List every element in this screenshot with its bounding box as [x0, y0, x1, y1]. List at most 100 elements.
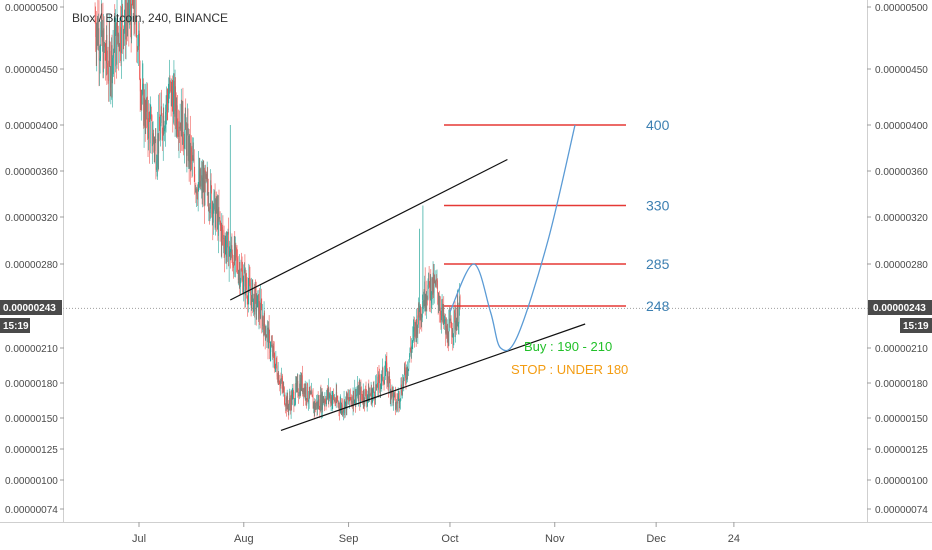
candle-body: [94, 19, 96, 20]
candle-body: [179, 122, 181, 129]
candle-body: [280, 380, 281, 386]
candle-body: [251, 287, 253, 308]
candle-body: [454, 312, 456, 330]
candle-body: [99, 58, 100, 61]
price-tick-label: 0.00000074: [875, 505, 928, 516]
candle-body: [386, 362, 388, 384]
candle-body: [215, 210, 216, 228]
candle-body: [273, 346, 274, 352]
candle-body: [264, 312, 265, 327]
candle-body: [446, 325, 447, 338]
candle-body: [356, 394, 357, 396]
candle-body: [271, 345, 273, 346]
candle-body: [114, 25, 116, 67]
price-axis-right[interactable]: 0.00000500 0.00000450 0.00000400 0.00000360…: [867, 3, 928, 516]
candle-body: [439, 305, 440, 311]
candle-body: [298, 394, 300, 396]
candle-body: [179, 126, 180, 129]
price-tick-label: 0.00000360: [875, 167, 928, 178]
candle-body: [289, 398, 290, 405]
candle-body: [382, 367, 384, 382]
candle-body: [375, 384, 376, 400]
candle-body: [328, 388, 330, 398]
candle-body: [311, 391, 313, 396]
candle-body: [208, 193, 209, 209]
candle-body: [229, 242, 231, 252]
candle-body: [431, 277, 433, 297]
candle-body: [307, 383, 308, 400]
candle-body: [351, 398, 352, 403]
candle-body: [104, 45, 106, 60]
candle-body: [429, 281, 431, 299]
candle-body: [415, 322, 416, 326]
candle-body: [402, 380, 404, 385]
candle-body: [251, 282, 253, 288]
buy-annotation: Buy : 190 - 210: [524, 339, 612, 354]
candle-body: [134, 15, 135, 25]
target-levels[interactable]: 400 330 285 248: [444, 117, 670, 314]
time-axis[interactable]: Jul Aug Sep Oct Nov Dec 24: [132, 522, 740, 545]
candle-body: [219, 217, 221, 226]
candle-body: [227, 232, 228, 248]
candle-body: [290, 394, 292, 411]
candle-body: [313, 402, 314, 409]
candle-body: [216, 199, 218, 217]
candle-body: [410, 350, 412, 354]
candle-body: [384, 371, 386, 376]
candle-body: [299, 383, 301, 395]
candle-body: [228, 231, 229, 267]
candle-body: [317, 400, 319, 407]
candle-body: [112, 54, 114, 58]
candle-body: [166, 94, 168, 103]
candle-body: [358, 390, 360, 401]
candle-body: [175, 110, 177, 124]
candle-body: [101, 13, 103, 42]
candle-body: [282, 383, 283, 390]
candle-body: [125, 15, 127, 40]
candle-body: [355, 389, 356, 404]
candle-body: [331, 399, 333, 405]
candle-body: [259, 301, 260, 315]
candle-body: [327, 389, 329, 397]
candle-body: [411, 341, 413, 346]
candle-body: [141, 95, 143, 96]
candle-body: [245, 273, 247, 287]
candle-body: [199, 168, 201, 185]
price-axis-left[interactable]: 0.00000500 0.00000450 0.00000400 0.00000360…: [5, 3, 64, 516]
candle-body: [248, 290, 249, 304]
candle-body: [350, 389, 351, 399]
candle-body: [185, 114, 187, 130]
candle-body: [239, 268, 241, 287]
candle-body: [127, 0, 129, 20]
candle-body: [338, 402, 340, 409]
trend-channel[interactable]: [229, 158, 586, 431]
candle-body: [322, 396, 324, 403]
candle-body: [453, 310, 455, 334]
projection-curve[interactable]: [449, 124, 576, 352]
candle-body: [442, 307, 444, 317]
candle-body: [231, 245, 232, 254]
candle-body: [300, 378, 302, 389]
candle-body: [248, 277, 250, 291]
candle-body: [414, 326, 415, 337]
price-tick-label: 0.00000280: [5, 260, 58, 271]
candle-body: [404, 366, 405, 376]
candle-body: [168, 97, 169, 111]
candle-body: [330, 393, 331, 404]
channel-lower-line[interactable]: [280, 323, 586, 431]
channel-upper-line[interactable]: [229, 158, 508, 301]
candle-body: [230, 253, 232, 260]
candle-body: [380, 384, 382, 390]
candle-body: [186, 129, 187, 156]
candle-body: [370, 388, 372, 396]
candle-body: [389, 376, 391, 383]
candle-body: [319, 399, 320, 410]
candle-body: [340, 401, 342, 411]
candle-body: [154, 141, 156, 151]
candle-body: [232, 253, 233, 266]
candle-body: [390, 391, 392, 398]
candle-body: [362, 399, 363, 402]
candle-body: [355, 395, 357, 404]
candle-body: [376, 376, 378, 387]
